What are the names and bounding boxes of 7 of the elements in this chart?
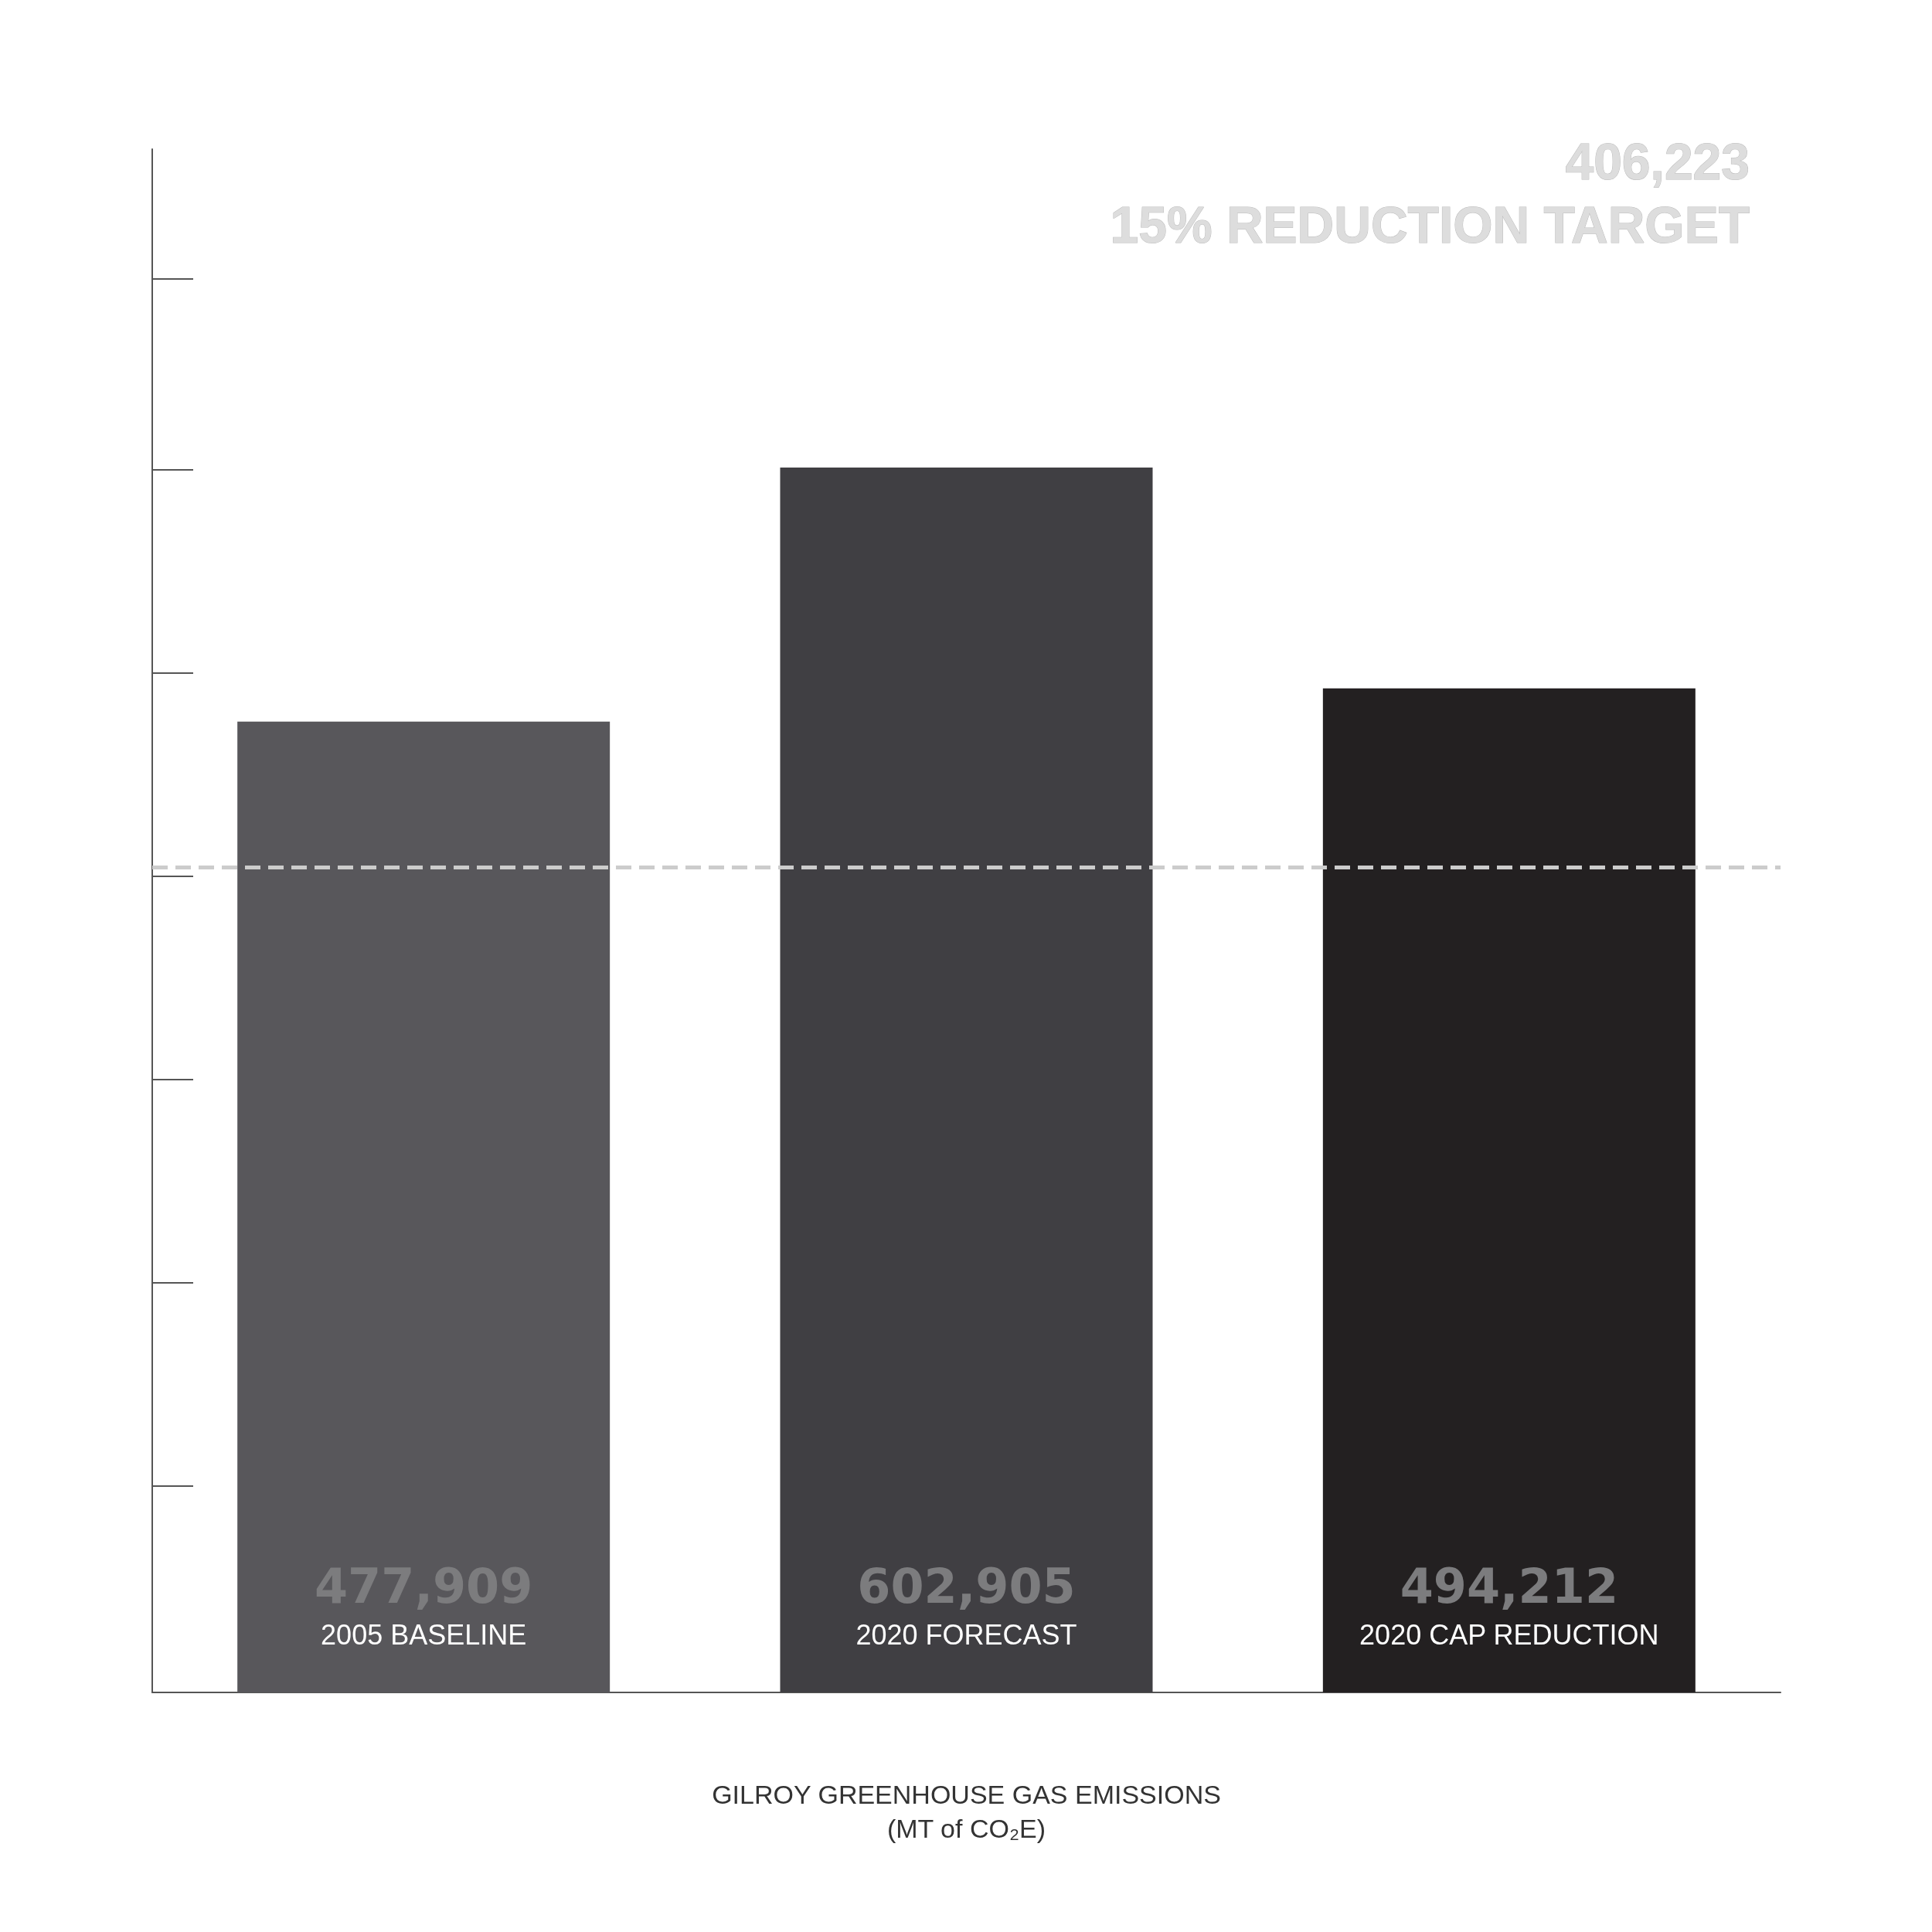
x-tick-label: 2020 CAP REDUCTION — [1359, 1618, 1659, 1651]
data-label: 602,905 — [857, 1557, 1076, 1614]
x-tick-label: 2020 FORECAST — [855, 1618, 1077, 1651]
data-label: 494,212 — [1400, 1557, 1619, 1614]
x-tick-label: 2005 BASELINE — [321, 1618, 527, 1651]
ref-line-label: 406,223 15% REDUCTION TARGET — [1110, 133, 1750, 254]
x-axis-title: GILROY GREENHOUSE GAS EMISSIONS (MT of CO₂E) — [712, 1780, 1221, 1843]
